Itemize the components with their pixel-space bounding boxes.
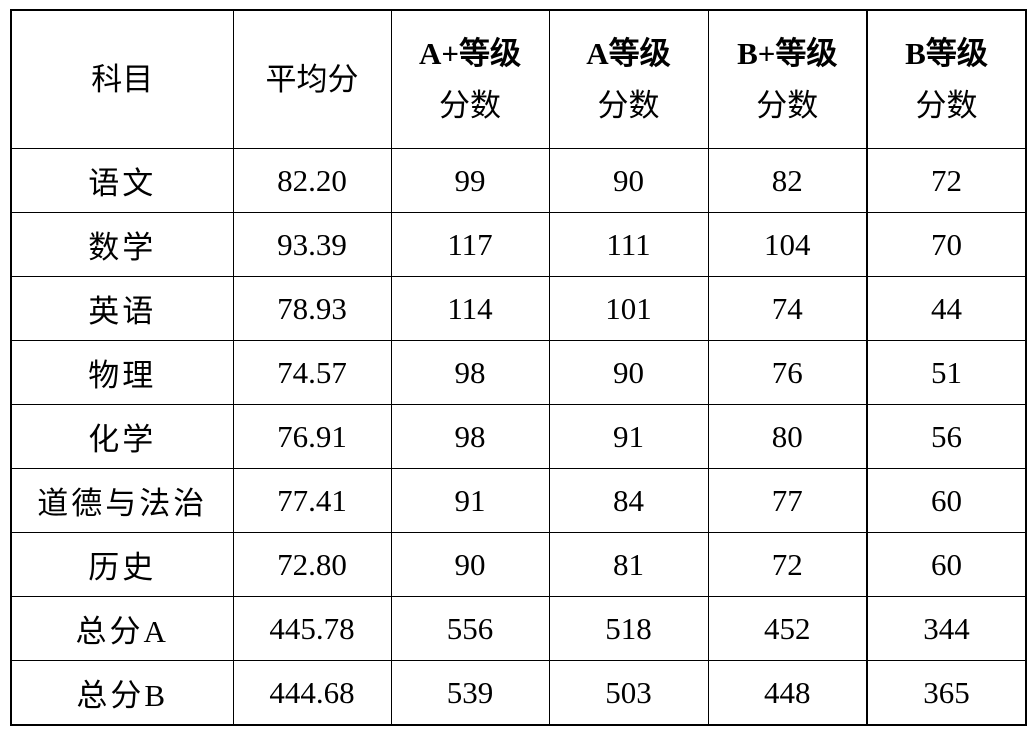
table-row: 总分A 445.78 556 518 452 344	[10, 596, 1027, 661]
table-row: 道德与法治 77.41 91 84 77 60	[10, 468, 1027, 533]
cell-b: 60	[866, 468, 1027, 533]
cell-b-plus: 82	[707, 148, 868, 213]
cell-average: 77.41	[232, 468, 392, 533]
cell-a: 90	[548, 148, 709, 213]
cell-subject: 数学	[10, 212, 234, 277]
cell-subject: 化学	[10, 404, 234, 469]
table-row: 历史 72.80 90 81 72 60	[10, 532, 1027, 597]
cell-a: 91	[548, 404, 709, 469]
table-row: 数学 93.39 117 111 104 70	[10, 212, 1027, 277]
cell-a: 81	[548, 532, 709, 597]
cell-b-plus: 77	[707, 468, 868, 533]
cell-a-plus: 556	[390, 596, 550, 661]
cell-subject: 道德与法治	[10, 468, 234, 533]
cell-a: 101	[548, 276, 709, 341]
cell-b-plus: 72	[707, 532, 868, 597]
cell-a-plus: 98	[390, 340, 550, 405]
table-row: 物理 74.57 98 90 76 51	[10, 340, 1027, 405]
cell-a-plus: 539	[390, 660, 550, 726]
cell-subject: 总分B	[10, 660, 234, 726]
cell-a: 90	[548, 340, 709, 405]
cell-a-plus: 90	[390, 532, 550, 597]
cell-average: 72.80	[232, 532, 392, 597]
cell-average: 445.78	[232, 596, 392, 661]
cell-subject: 物理	[10, 340, 234, 405]
cell-b-plus: 104	[707, 212, 868, 277]
cell-subject: 英语	[10, 276, 234, 341]
cell-a-plus: 98	[390, 404, 550, 469]
cell-b: 56	[866, 404, 1027, 469]
cell-subject: 总分A	[10, 596, 234, 661]
cell-b: 365	[866, 660, 1027, 726]
cell-a: 503	[548, 660, 709, 726]
cell-average: 82.20	[232, 148, 392, 213]
cell-b-plus: 74	[707, 276, 868, 341]
cell-b: 60	[866, 532, 1027, 597]
cell-b: 72	[866, 148, 1027, 213]
score-table: 科目 平均分 A+等级 分数 A等级 分数 B+等级 分数 B等级 分数 语文 82.20…	[10, 9, 1027, 726]
cell-b: 44	[866, 276, 1027, 341]
cell-a: 111	[548, 212, 709, 277]
cell-b-plus: 80	[707, 404, 868, 469]
cell-average: 76.91	[232, 404, 392, 469]
header-a: A等级 分数	[548, 9, 709, 149]
cell-average: 444.68	[232, 660, 392, 726]
header-b: B等级 分数	[866, 9, 1027, 149]
header-b-plus: B+等级 分数	[707, 9, 868, 149]
cell-a: 518	[548, 596, 709, 661]
cell-b: 70	[866, 212, 1027, 277]
cell-subject: 语文	[10, 148, 234, 213]
cell-subject: 历史	[10, 532, 234, 597]
cell-b: 344	[866, 596, 1027, 661]
cell-b-plus: 448	[707, 660, 868, 726]
header-subject: 科目	[10, 9, 234, 149]
cell-a-plus: 91	[390, 468, 550, 533]
cell-b-plus: 76	[707, 340, 868, 405]
cell-a-plus: 99	[390, 148, 550, 213]
table-row: 语文 82.20 99 90 82 72	[10, 148, 1027, 213]
table-row: 总分B 444.68 539 503 448 365	[10, 660, 1027, 726]
table-row: 化学 76.91 98 91 80 56	[10, 404, 1027, 469]
cell-b-plus: 452	[707, 596, 868, 661]
cell-a-plus: 114	[390, 276, 550, 341]
cell-average: 93.39	[232, 212, 392, 277]
header-a-plus: A+等级 分数	[390, 9, 550, 149]
cell-a: 84	[548, 468, 709, 533]
header-average: 平均分	[232, 9, 392, 149]
table-row: 英语 78.93 114 101 74 44	[10, 276, 1027, 341]
header-row: 科目 平均分 A+等级 分数 A等级 分数 B+等级 分数 B等级 分数	[10, 9, 1027, 149]
cell-a-plus: 117	[390, 212, 550, 277]
cell-b: 51	[866, 340, 1027, 405]
cell-average: 78.93	[232, 276, 392, 341]
cell-average: 74.57	[232, 340, 392, 405]
